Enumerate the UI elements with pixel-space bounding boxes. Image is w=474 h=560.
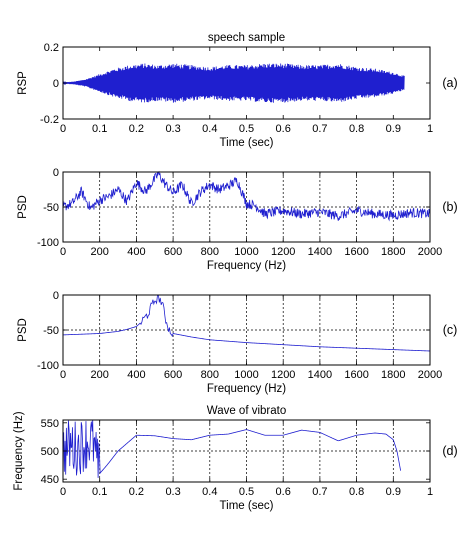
- panel-c-x-tick-label: 1400: [308, 369, 332, 381]
- panel-d: 0 0.1 0.2 0.3 0.4 0.5 0.6 0.7 0.8 0.9 1 450 500 550 Ti…: [13, 405, 458, 512]
- panel-a-tag: (a): [442, 76, 457, 90]
- panel-b-x-tick-label: 200: [91, 246, 109, 258]
- panel-d-x-tick-label: 1: [427, 486, 433, 498]
- panel-d-x-tick-label: 0.1: [92, 486, 107, 498]
- panel-c-x-tick-label: 1200: [271, 369, 295, 381]
- panel-a: 0 0.1 0.2 0.3 0.4 0.5 0.6 0.7 0.8 0.9 1-0.200.2Tim…: [17, 32, 458, 149]
- panel-c-y-tick-label: -100: [37, 360, 59, 372]
- panel-a-x-tick-label: 0.1: [92, 123, 107, 135]
- panel-d-tag: (d): [442, 444, 457, 458]
- panel-b-x-tick-label: 400: [127, 246, 145, 258]
- panel-c-x-tick-label: 1600: [344, 369, 368, 381]
- panel-a-x-tick-label: 0.2: [129, 123, 144, 135]
- panel-b-x-tick-label: 1000: [234, 246, 258, 258]
- panel-c-plot-area: [63, 295, 430, 365]
- panel-d-x-tick-label: 0: [60, 486, 66, 498]
- panel-b-y-axis-label: PSD: [17, 195, 29, 219]
- panel-d-x-tick-label: 0.7: [312, 486, 327, 498]
- panel-c-x-axis-label: Frequency (Hz): [207, 383, 286, 395]
- panel-a-x-tick-label: 0.5: [239, 123, 254, 135]
- panel-b-y-tick-label: -50: [43, 202, 59, 214]
- panel-a-x-tick-label: 0.7: [312, 123, 327, 135]
- panel-a-y-tick-label: 0.2: [44, 42, 59, 54]
- panel-b-y-tick-label: 0: [53, 167, 59, 179]
- panel-b-x-tick-label: 1200: [271, 246, 295, 258]
- panel-c-x-tick-label: 0: [60, 369, 66, 381]
- panel-a-x-axis-label: Time (sec): [220, 137, 274, 149]
- panel-a-y-tick-label: -0.2: [40, 114, 59, 126]
- panel-a-x-tick-label: 1: [427, 123, 433, 135]
- panel-c-x-tick-label: 1800: [381, 369, 405, 381]
- panel-d-x-tick-label: 0.2: [129, 486, 144, 498]
- panel-c-x-tick-label: 200: [91, 369, 109, 381]
- panel-d-y-tick-label: 550: [41, 418, 59, 430]
- panel-c-tag: (c): [443, 323, 458, 337]
- panel-b-y-tick-label: -100: [37, 237, 59, 249]
- panel-b: 0 200 400 600 800 1000 1200 1400 1600 1800 2000 -10…: [17, 167, 458, 272]
- panel-c: 0 200 400 600 800 1000 1200 1400 1600 1800 2000 -10…: [17, 290, 457, 395]
- panel-d-series-line: [62, 419, 402, 478]
- panel-a-series-line: [62, 63, 405, 103]
- panel-b-x-tick-label: 600: [164, 246, 182, 258]
- panel-c-x-tick-label: 800: [201, 369, 219, 381]
- panel-a-x-tick-label: 0.9: [386, 123, 401, 135]
- panel-d-x-tick-label: 0.6: [276, 486, 291, 498]
- panel-b-x-tick-label: 1600: [344, 246, 368, 258]
- panel-c-x-tick-label: 2000: [418, 369, 442, 381]
- panel-a-x-tick-label: 0.8: [349, 123, 364, 135]
- panel-a-y-tick-label: 0: [53, 78, 59, 90]
- panel-a-x-tick-label: 0: [60, 123, 66, 135]
- panel-c-y-tick-label: -50: [43, 325, 59, 337]
- panel-d-y-tick-label: 450: [41, 474, 59, 486]
- panel-d-title: Wave of vibrato: [207, 405, 286, 417]
- panel-a-title: speech sample: [208, 32, 285, 44]
- panel-d-x-tick-label: 0.3: [165, 486, 180, 498]
- panel-b-series-line: [62, 170, 431, 222]
- panel-d-x-tick-label: 0.5: [239, 486, 254, 498]
- panel-c-x-tick-label: 600: [164, 369, 182, 381]
- panel-d-x-tick-label: 0.9: [386, 486, 401, 498]
- panel-b-x-tick-label: 1400: [308, 246, 332, 258]
- panel-a-y-axis-label: RSP: [17, 71, 29, 95]
- panel-d-x-tick-label: 0.4: [202, 486, 217, 498]
- panel-b-x-tick-label: 2000: [418, 246, 442, 258]
- panel-c-x-tick-label: 1000: [234, 369, 258, 381]
- panel-d-x-axis-label: Time (sec): [220, 500, 274, 512]
- panel-c-series-line: [62, 294, 431, 352]
- panel-c-y-tick-label: 0: [53, 290, 59, 302]
- panel-b-x-tick-label: 1800: [381, 246, 405, 258]
- panel-b-tag: (b): [442, 200, 457, 214]
- panel-a-x-tick-label: 0.6: [276, 123, 291, 135]
- panel-b-x-tick-label: 800: [201, 246, 219, 258]
- panel-d-x-tick-label: 0.8: [349, 486, 364, 498]
- panel-c-y-axis-label: PSD: [17, 318, 29, 342]
- panel-c-x-tick-label: 400: [127, 369, 145, 381]
- panel-b-x-tick-label: 0: [60, 246, 66, 258]
- panel-d-y-axis-label: Frequency (Hz): [13, 411, 25, 490]
- panel-b-x-axis-label: Frequency (Hz): [207, 260, 286, 272]
- panels: 0 0.1 0.2 0.3 0.4 0.5 0.6 0.7 0.8 0.9 1-0.200.2Tim…: [13, 32, 458, 512]
- panel-d-y-tick-label: 500: [41, 446, 59, 458]
- panel-a-x-tick-label: 0.4: [202, 123, 217, 135]
- panel-a-x-tick-label: 0.3: [165, 123, 180, 135]
